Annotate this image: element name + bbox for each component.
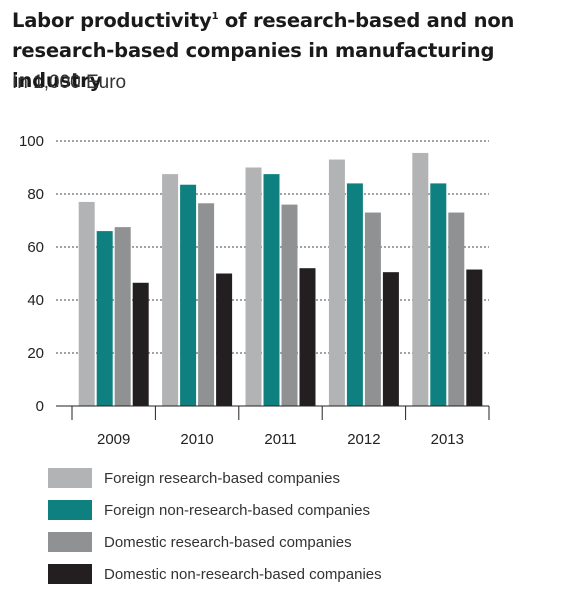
bar-chart: 0 20 40 60 80 100 2009 2010 2011 2012 2013 bbox=[19, 133, 490, 448]
legend-label: Foreign research-based companies bbox=[104, 469, 340, 487]
x-tick-label-2011: 2011 bbox=[264, 431, 296, 448]
bar-2013-series-1 bbox=[412, 152, 429, 406]
x-tick-labels: 2009 2010 2011 2012 2013 bbox=[97, 431, 464, 448]
bar-2011-series-2 bbox=[263, 174, 280, 406]
bar-2013-series-2 bbox=[430, 183, 447, 406]
bar-2013-series-3 bbox=[448, 212, 465, 406]
y-tick-label-100: 100 bbox=[19, 133, 44, 150]
y-tick-label-60: 60 bbox=[27, 239, 44, 256]
bars bbox=[78, 152, 483, 406]
y-tick-label-40: 40 bbox=[27, 292, 44, 309]
legend-swatch bbox=[48, 500, 92, 520]
x-tick-label-2012: 2012 bbox=[347, 431, 380, 448]
legend-label: Foreign non-research-based companies bbox=[104, 501, 370, 519]
legend-swatch bbox=[48, 564, 92, 584]
legend-swatch bbox=[48, 468, 92, 488]
x-tick-label-2013: 2013 bbox=[431, 431, 464, 448]
bar-2012-series-4 bbox=[382, 272, 399, 406]
legend-swatch bbox=[48, 532, 92, 552]
legend-label: Domestic non-research-based companies bbox=[104, 565, 382, 583]
bar-2009-series-3 bbox=[114, 227, 131, 406]
bar-2010-series-1 bbox=[162, 174, 179, 406]
chart-title: Labor productivity1 of research-based an… bbox=[12, 6, 580, 96]
bar-2010-series-4 bbox=[216, 273, 233, 406]
y-tick-label-80: 80 bbox=[27, 186, 44, 203]
y-tick-label-20: 20 bbox=[27, 345, 44, 362]
y-tick-labels: 0 20 40 60 80 100 bbox=[19, 133, 44, 415]
axes bbox=[56, 405, 490, 420]
y-tick-label-0: 0 bbox=[36, 398, 44, 415]
legend: Foreign research-based companies Foreign … bbox=[48, 462, 382, 590]
legend-label: Domestic research-based companies bbox=[104, 533, 352, 551]
x-tick-label-2009: 2009 bbox=[97, 431, 130, 448]
bar-2009-series-2 bbox=[96, 231, 113, 406]
bar-2012-series-3 bbox=[364, 212, 381, 406]
title-rest: of research-based and non research-based… bbox=[12, 9, 515, 92]
title-main: Labor productivity bbox=[12, 9, 212, 32]
legend-item-2: Foreign non-research-based companies bbox=[48, 494, 382, 526]
bar-2011-series-3 bbox=[281, 204, 298, 406]
bar-2011-series-4 bbox=[299, 268, 316, 406]
bar-2013-series-4 bbox=[466, 269, 483, 406]
legend-item-4: Domestic non-research-based companies bbox=[48, 558, 382, 590]
bar-2012-series-1 bbox=[328, 159, 345, 406]
bar-2010-series-2 bbox=[180, 184, 197, 406]
bar-2011-series-1 bbox=[245, 167, 262, 406]
title-footnote-marker: 1 bbox=[211, 11, 219, 22]
legend-item-1: Foreign research-based companies bbox=[48, 462, 382, 494]
bar-2009-series-4 bbox=[132, 282, 149, 406]
bar-2012-series-2 bbox=[346, 183, 363, 406]
x-tick-label-2010: 2010 bbox=[180, 431, 213, 448]
bar-2009-series-1 bbox=[78, 201, 95, 406]
chart-subtitle: In 1,000 Euro bbox=[12, 72, 127, 93]
bar-2010-series-3 bbox=[198, 203, 215, 406]
legend-item-3: Domestic research-based companies bbox=[48, 526, 382, 558]
